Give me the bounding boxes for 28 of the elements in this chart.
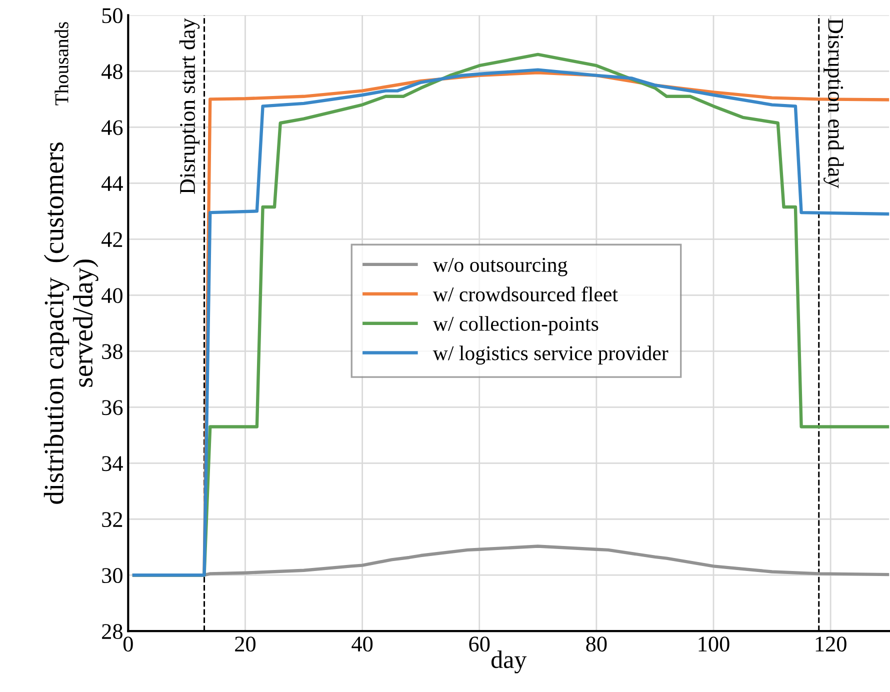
- ref-line-label: Disruption start day: [179, 18, 200, 194]
- y-tick-label: 50: [102, 8, 122, 24]
- y-tick-label: 46: [102, 120, 123, 136]
- y-tick-label: 32: [102, 512, 122, 528]
- x-tick-label: 20: [235, 636, 256, 652]
- legend-label: w/o outsourcing: [432, 258, 568, 276]
- y-tick-label: 36: [102, 400, 123, 416]
- x-tick-label: 0: [123, 636, 133, 652]
- x-tick-label: 80: [586, 636, 607, 652]
- text: Thousands: [54, 22, 68, 106]
- y-tick-label: 48: [102, 64, 122, 80]
- x-tick-label: 100: [698, 636, 730, 652]
- y-tick-label: 28: [102, 624, 122, 640]
- y-tick-label: 40: [102, 288, 122, 304]
- x-tick-label: 120: [816, 636, 846, 652]
- y-tick-label: 34: [102, 456, 123, 472]
- legend-label: w/ logistics service provider: [432, 346, 668, 365]
- x-tick-label: 60: [469, 636, 490, 652]
- y-tick-label: 30: [102, 568, 122, 584]
- y-tick-label: 44: [102, 176, 123, 191]
- legend-label: w/ crowdsourced fleet: [432, 286, 618, 302]
- y-axis-title: distribution capacity (customers served/day): [44, 142, 98, 504]
- y-tick-label: 38: [102, 344, 122, 360]
- ref-line-label: Disruption end day: [824, 18, 844, 188]
- legend-label: w/ collection-points: [432, 316, 598, 336]
- y-tick-label: 42: [102, 232, 122, 247]
- x-axis-title: day: [491, 650, 527, 674]
- x-tick-label: 40: [352, 636, 373, 652]
